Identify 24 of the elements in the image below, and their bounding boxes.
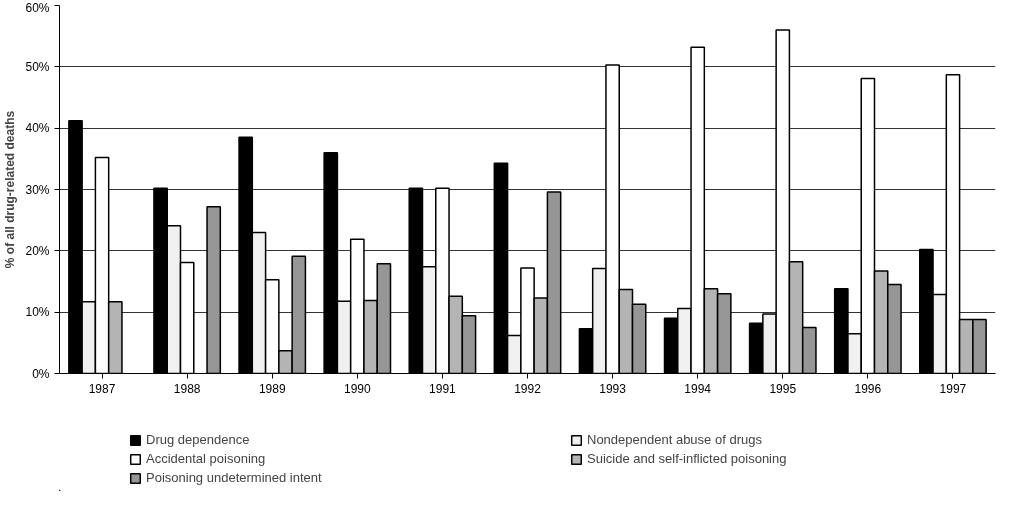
x-tick-label: 1993 (599, 381, 627, 396)
x-tick-label: 1991 (429, 381, 457, 396)
y-tick-label: 60% (25, 0, 50, 15)
legend-label: Nondependent abuse of drugs (587, 432, 763, 447)
x-tick-label: 1997 (939, 381, 967, 396)
x-tick-label: 1996 (854, 381, 882, 396)
y-tick-label: 40% (25, 121, 50, 136)
legend-label: Poisoning undetermined intent (146, 470, 323, 485)
y-axis-title: % of all drug-related deaths (3, 110, 18, 269)
y-tick-label: 50% (25, 59, 50, 74)
x-tick-label: 1987 (88, 381, 116, 396)
y-tick-label: 10% (25, 305, 50, 320)
x-tick-label: 1995 (769, 381, 797, 396)
x-tick-label: 1990 (343, 381, 371, 396)
x-tick-label: 1992 (514, 381, 542, 396)
x-tick-label: 1994 (684, 381, 712, 396)
y-tick-label: 30% (25, 182, 50, 197)
legend-label: Suicide and self-inflicted poisoning (587, 451, 788, 466)
legend-label: Drug dependence (146, 432, 251, 447)
legend-label: Accidental poisoning (146, 451, 267, 466)
y-tick-label: 0% (32, 366, 50, 381)
x-tick-label: 1988 (173, 381, 201, 396)
x-tick-label: 1989 (258, 381, 286, 396)
y-tick-label: 20% (25, 243, 50, 258)
